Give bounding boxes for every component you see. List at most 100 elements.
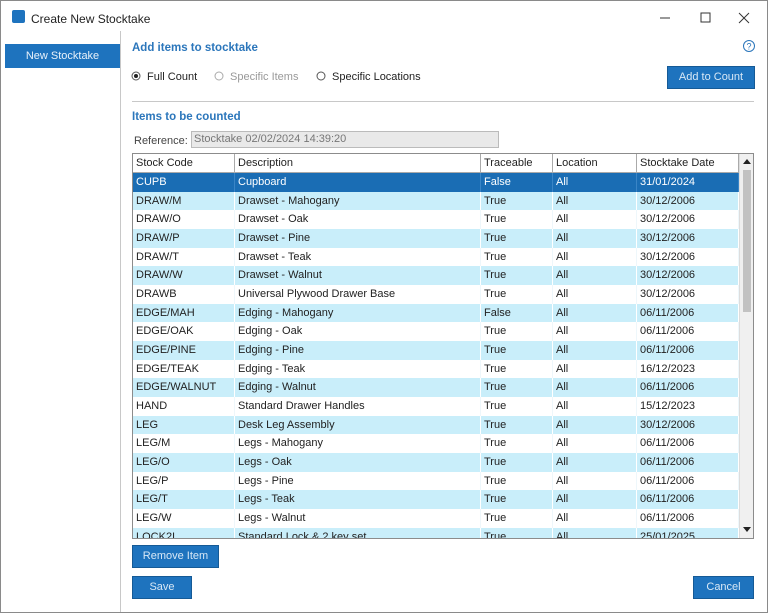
help-icon[interactable]: ?: [742, 39, 756, 53]
table-cell: 30/12/2006: [637, 266, 739, 285]
table-cell: True: [481, 378, 553, 398]
table-row[interactable]: CUPB Cupboard False All 31/01/2024: [133, 173, 739, 192]
reference-label: Reference:: [134, 135, 188, 147]
table-row[interactable]: DRAW/T Drawset - Teak True All 30/12/2006: [133, 247, 739, 267]
table-row[interactable]: LEG/W Legs - Walnut True All 06/11/2006: [133, 509, 739, 528]
table-cell: True: [481, 490, 553, 510]
table-row[interactable]: LEG/P Legs - Pine True All 06/11/2006: [133, 471, 739, 491]
table-cell: LEG/M: [133, 434, 235, 454]
table-row[interactable]: LEG/M Legs - Mahogany True All 06/11/2006: [133, 434, 739, 454]
table-cell: False: [481, 303, 553, 323]
table-cell: LEG/P: [133, 471, 235, 491]
table-row[interactable]: EDGE/OAK Edging - Oak True All 06/11/2006: [133, 322, 739, 342]
scrollbar[interactable]: [739, 154, 753, 538]
items-table: Stock Code Description Traceable Location St…: [132, 153, 754, 539]
table-row[interactable]: HAND Standard Drawer Handles True All 15/12/…: [133, 397, 739, 416]
table-cell: 06/11/2006: [637, 453, 739, 472]
table-cell: EDGE/MAH: [133, 303, 235, 323]
table-cell: All: [553, 378, 637, 398]
table-cell: Drawset - Teak: [235, 247, 481, 267]
column-header: Traceable: [481, 154, 553, 172]
table-cell: 06/11/2006: [637, 490, 739, 510]
svg-text:?: ?: [746, 42, 751, 52]
table-row[interactable]: EDGE/WALNUT Edging - Walnut True All 06/11/2…: [133, 378, 739, 398]
table-cell: Edging - Teak: [235, 359, 481, 379]
save-button[interactable]: Save: [132, 576, 192, 599]
radio-label[interactable]: Full Count: [147, 71, 198, 83]
items-title: Items to be counted: [132, 111, 241, 123]
table-cell: EDGE/PINE: [133, 341, 235, 360]
table-cell: All: [553, 434, 637, 454]
sidebar-item[interactable]: New Stocktake: [5, 44, 120, 68]
table-cell: DRAW/P: [133, 229, 235, 248]
radio-checked[interactable]: [131, 71, 141, 81]
radio[interactable]: [316, 71, 326, 81]
column-header: Stock Code: [133, 154, 235, 172]
table-cell: True: [481, 191, 553, 211]
radio[interactable]: [214, 71, 224, 81]
table-cell: All: [553, 341, 637, 360]
table-cell: All: [553, 266, 637, 285]
table-cell: All: [553, 453, 637, 472]
table-cell: 30/12/2006: [637, 210, 739, 229]
cancel-button[interactable]: Cancel: [693, 576, 754, 599]
table-cell: True: [481, 527, 553, 538]
table-cell: LEG: [133, 415, 235, 435]
table-cell: True: [481, 453, 553, 472]
remove-button[interactable]: Remove Item: [132, 545, 219, 568]
table-cell: DRAW/M: [133, 191, 235, 211]
table-row[interactable]: EDGE/PINE Edging - Pine True All 06/11/2006: [133, 341, 739, 360]
table-cell: 06/11/2006: [637, 322, 739, 342]
table-row[interactable]: EDGE/MAH Edging - Mahogany False All 06/11/2…: [133, 303, 739, 323]
add-button[interactable]: Add to Count: [667, 66, 755, 89]
table-row[interactable]: LEG/O Legs - Oak True All 06/11/2006: [133, 453, 739, 472]
table-cell: 30/12/2006: [637, 285, 739, 304]
table-cell: HAND: [133, 397, 235, 416]
table-cell: All: [553, 173, 637, 192]
table-row[interactable]: DRAW/W Drawset - Walnut True All 30/12/2006: [133, 266, 739, 285]
radio-label[interactable]: Specific Items: [230, 71, 299, 83]
table-cell: 30/12/2006: [637, 247, 739, 267]
table-row[interactable]: DRAW/O Drawset - Oak True All 30/12/2006: [133, 210, 739, 229]
table-cell: 31/01/2024: [637, 173, 739, 192]
table-cell: LEG/W: [133, 509, 235, 528]
table-row[interactable]: DRAW/M Drawset - Mahogany True All 30/12/200…: [133, 191, 739, 211]
table-cell: All: [553, 322, 637, 342]
table-row[interactable]: LEG/T Legs - Teak True All 06/11/2006: [133, 490, 739, 510]
table-cell: CUPB: [133, 173, 235, 192]
reference-input[interactable]: Stocktake 02/02/2024 14:39:20: [191, 131, 499, 148]
table-cell: 25/01/2025: [637, 527, 739, 538]
table-cell: LEG/O: [133, 453, 235, 472]
table-row[interactable]: DRAW/P Drawset - Pine True All 30/12/2006: [133, 229, 739, 248]
table-cell: True: [481, 397, 553, 416]
table-cell: True: [481, 471, 553, 491]
app-icon: [12, 10, 25, 23]
table-row[interactable]: EDGE/TEAK Edging - Teak True All 16/12/2023: [133, 359, 739, 379]
window-controls[interactable]: [651, 7, 761, 29]
table-cell: 06/11/2006: [637, 509, 739, 528]
table-cell: All: [553, 397, 637, 416]
table-header: Stock Code Description Traceable Location St…: [133, 154, 739, 173]
column-header: Location: [553, 154, 637, 172]
table-cell: 30/12/2006: [637, 229, 739, 248]
table-cell: Drawset - Walnut: [235, 266, 481, 285]
table-cell: 16/12/2023: [637, 359, 739, 379]
table-cell: True: [481, 247, 553, 267]
table-cell: 06/11/2006: [637, 341, 739, 360]
table-row[interactable]: LOCK2L Standard Lock & 2 key set True All 25…: [133, 527, 739, 538]
table-cell: True: [481, 322, 553, 342]
table-cell: Standard Drawer Handles: [235, 397, 481, 416]
table-cell: True: [481, 210, 553, 229]
radio-label[interactable]: Specific Locations: [332, 71, 421, 83]
table-cell: All: [553, 210, 637, 229]
table-row[interactable]: LEG Desk Leg Assembly True All 30/12/2006: [133, 415, 739, 435]
table-cell: Standard Lock & 2 key set: [235, 527, 481, 538]
table-cell: 30/12/2006: [637, 191, 739, 211]
separator: [132, 101, 754, 102]
table-cell: Universal Plywood Drawer Base: [235, 285, 481, 304]
column-header: Stocktake Date: [637, 154, 739, 172]
table-row[interactable]: DRAWB Universal Plywood Drawer Base True Al…: [133, 285, 739, 304]
scroll-thumb[interactable]: [743, 170, 751, 312]
table-cell: Drawset - Mahogany: [235, 191, 481, 211]
